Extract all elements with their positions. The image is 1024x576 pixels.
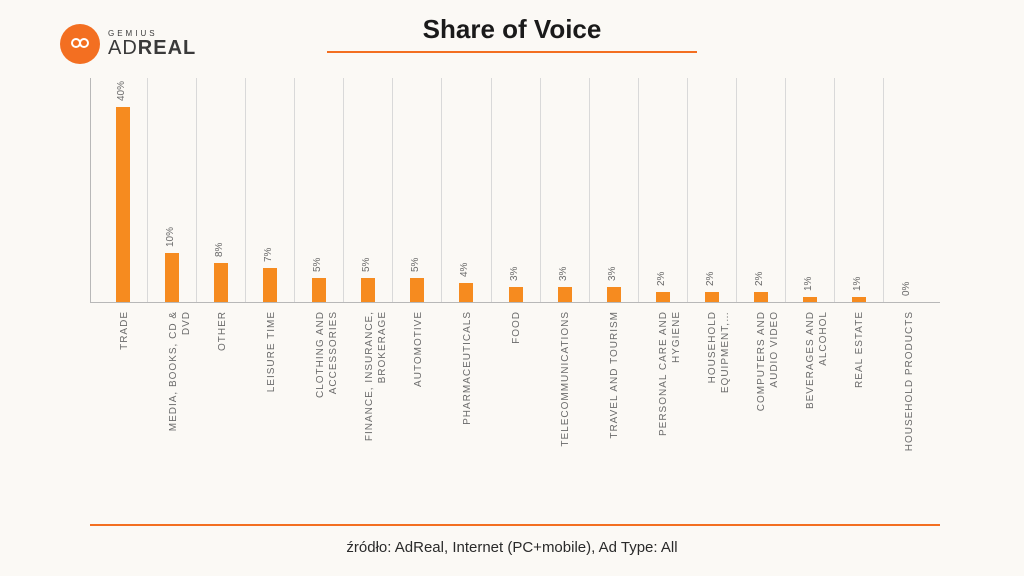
chart-x-label-text: AUTOMOTIVE bbox=[413, 311, 426, 387]
chart-x-label-text: TRADE bbox=[119, 311, 132, 350]
bar-value-label: 4% bbox=[459, 262, 470, 276]
chart-bar: 2% bbox=[639, 78, 688, 302]
bar-value-label: 2% bbox=[705, 272, 716, 286]
chart-x-label: MEDIA, BOOKS, CD &DVD bbox=[147, 303, 196, 483]
chart-x-label: LEISURE TIME bbox=[245, 303, 294, 483]
chart-x-label: PERSONAL CARE ANDHYGIENE bbox=[638, 303, 687, 483]
chart-x-label: FOOD bbox=[491, 303, 540, 483]
bar-value-label: 10% bbox=[165, 227, 176, 247]
bar-fill: 1% bbox=[852, 297, 866, 302]
chart-x-label-text: COMPUTERS ANDAUDIO VIDEO bbox=[756, 311, 781, 411]
bar-value-label: 3% bbox=[607, 267, 618, 281]
chart-bar: 40% bbox=[99, 78, 148, 302]
chart-x-label-text: TELECOMMUNICATIONS bbox=[560, 311, 573, 447]
chart-x-label: PHARMACEUTICALS bbox=[441, 303, 490, 483]
chart-bar: 5% bbox=[344, 78, 393, 302]
bar-fill: 5% bbox=[410, 278, 424, 302]
chart-x-label-text: REAL ESTATE bbox=[854, 311, 867, 388]
chart-x-label: TELECOMMUNICATIONS bbox=[540, 303, 589, 483]
chart-x-label-text: MEDIA, BOOKS, CD &DVD bbox=[168, 311, 193, 431]
chart-bar: 8% bbox=[197, 78, 246, 302]
chart-bar: 5% bbox=[295, 78, 344, 302]
chart-bar: 3% bbox=[590, 78, 639, 302]
bar-fill: 7% bbox=[263, 268, 277, 302]
chart-title: Share of Voice bbox=[0, 14, 1024, 45]
bar-fill: 3% bbox=[607, 287, 621, 302]
source-text: źródło: AdReal, Internet (PC+mobile), Ad… bbox=[0, 539, 1024, 556]
bar-fill: 5% bbox=[312, 278, 326, 302]
chart-x-label-text: FINANCE, INSURANCE,BROKERAGE bbox=[364, 311, 389, 441]
bar-value-label: 2% bbox=[656, 272, 667, 286]
chart-x-label-text: BEVERAGES ANDALCOHOL bbox=[805, 311, 830, 409]
bar-value-label: 5% bbox=[410, 257, 421, 271]
chart-x-label: HOUSEHOLD PRODUCTS bbox=[883, 303, 932, 483]
chart-x-label-text: CLOTHING ANDACCESSORIES bbox=[315, 311, 340, 398]
chart-x-label: COMPUTERS ANDAUDIO VIDEO bbox=[736, 303, 785, 483]
chart-bar: 0% bbox=[884, 78, 932, 302]
bar-fill: 3% bbox=[509, 287, 523, 302]
chart-bar: 2% bbox=[737, 78, 786, 302]
chart-bar: 7% bbox=[246, 78, 295, 302]
bottom-divider bbox=[90, 524, 940, 526]
chart-x-label-text: TRAVEL AND TOURISM bbox=[609, 311, 622, 439]
bar-value-label: 3% bbox=[558, 267, 569, 281]
chart-bar: 2% bbox=[688, 78, 737, 302]
chart-x-label-text: LEISURE TIME bbox=[266, 311, 279, 392]
chart-x-label: BEVERAGES ANDALCOHOL bbox=[785, 303, 834, 483]
chart-x-label-text: FOOD bbox=[511, 311, 524, 344]
bar-fill: 2% bbox=[754, 292, 768, 302]
bar-value-label: 3% bbox=[509, 267, 520, 281]
share-of-voice-chart: 40% 10% 8% 7% 5% 5% 5% 4% 3% 3% 3% 2% 2% 2% 1% 1% 0% bbox=[90, 78, 940, 303]
chart-x-label: TRAVEL AND TOURISM bbox=[589, 303, 638, 483]
chart-x-label-text: OTHER bbox=[217, 311, 230, 351]
chart-x-label: REAL ESTATE bbox=[834, 303, 883, 483]
chart-x-label-text: PERSONAL CARE ANDHYGIENE bbox=[658, 311, 683, 436]
bar-value-label: 5% bbox=[361, 257, 372, 271]
bar-value-label: 1% bbox=[803, 277, 814, 291]
bar-value-label: 0% bbox=[901, 282, 912, 296]
chart-x-label-text: PHARMACEUTICALS bbox=[462, 311, 475, 425]
chart-bar: 1% bbox=[835, 78, 884, 302]
bar-value-label: 40% bbox=[116, 81, 127, 101]
chart-x-label: OTHER bbox=[196, 303, 245, 483]
chart-x-label: TRADE bbox=[98, 303, 147, 483]
bar-fill: 2% bbox=[705, 292, 719, 302]
chart-x-label-text: HOUSEHOLD PRODUCTS bbox=[904, 311, 917, 451]
chart-bar: 1% bbox=[786, 78, 835, 302]
bar-fill: 3% bbox=[558, 287, 572, 302]
chart-bar: 5% bbox=[393, 78, 442, 302]
chart-x-label: FINANCE, INSURANCE,BROKERAGE bbox=[343, 303, 392, 483]
chart-x-label: HOUSEHOLDEQUIPMENT,… bbox=[687, 303, 736, 483]
bar-fill: 1% bbox=[803, 297, 817, 302]
bar-fill: 8% bbox=[214, 263, 228, 302]
bar-fill: 40% bbox=[116, 107, 130, 302]
chart-x-label: AUTOMOTIVE bbox=[392, 303, 441, 483]
bar-value-label: 7% bbox=[263, 247, 274, 261]
title-underline bbox=[327, 51, 697, 53]
chart-bar: 3% bbox=[541, 78, 590, 302]
bar-fill: 5% bbox=[361, 278, 375, 302]
chart-bar: 10% bbox=[148, 78, 197, 302]
bar-value-label: 5% bbox=[312, 257, 323, 271]
bar-value-label: 8% bbox=[214, 243, 225, 257]
bar-value-label: 2% bbox=[754, 272, 765, 286]
title-block: Share of Voice bbox=[0, 14, 1024, 53]
bar-fill: 10% bbox=[165, 253, 179, 302]
chart-bar: 3% bbox=[492, 78, 541, 302]
chart-x-label-text: HOUSEHOLDEQUIPMENT,… bbox=[707, 311, 732, 393]
chart-x-labels: TRADE MEDIA, BOOKS, CD &DVD OTHER LEISURE T… bbox=[90, 303, 940, 483]
chart-bar: 4% bbox=[442, 78, 491, 302]
bar-value-label: 1% bbox=[852, 277, 863, 291]
bar-fill: 2% bbox=[656, 292, 670, 302]
bar-fill: 4% bbox=[459, 283, 473, 303]
chart-x-label: CLOTHING ANDACCESSORIES bbox=[294, 303, 343, 483]
